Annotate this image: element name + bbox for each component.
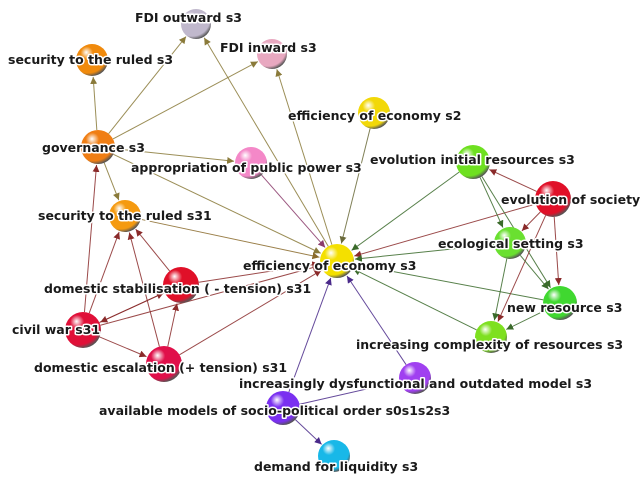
node-governance[interactable] (81, 130, 115, 164)
node-label-incr-complex: increasing complexity of resources s3 (356, 337, 623, 352)
edge-evo-init-to-eco-setting (479, 177, 504, 228)
edge-governance-to-sec-ruled-s31 (103, 162, 120, 201)
edge-evo-soc-to-eff-s3 (354, 203, 536, 258)
node-dom-stab[interactable] (163, 267, 199, 303)
node-label-sec-ruled-s3: security to the ruled s3 (8, 52, 173, 67)
edge-approp-to-eff-s3 (261, 174, 326, 248)
edge-dysfunc-to-eff-s3 (346, 275, 407, 365)
labels-layer: FDI outward s3 FDI inward s3 security to t… (7, 9, 640, 476)
node-label-evo-init: evolution initial resources s3 (370, 152, 575, 167)
node-label-eff-s2: efficiency of economy s2 (288, 108, 461, 123)
edge-eco-setting-to-eff-s3 (354, 244, 495, 262)
edges-layer (83, 36, 562, 445)
edge-avail-models-to-dysfunc (299, 379, 399, 405)
node-fdi-out[interactable] (181, 9, 211, 39)
node-label-fdi-out: FDI outward s3 (135, 10, 242, 25)
node-label-dom-esc: domestic escalation (+ tension) s31 (34, 360, 287, 375)
node-sec-ruled-s3[interactable] (76, 44, 108, 76)
edge-sec-ruled-s31-to-eff-s3 (140, 218, 320, 260)
node-label-approp: appropriation of public power s3 (131, 160, 362, 175)
node-eco-setting[interactable] (494, 227, 526, 259)
edge-governance-to-fdi-in (112, 61, 259, 140)
node-label-fdi-in: FDI inward s3 (220, 40, 317, 55)
node-avail-models[interactable] (266, 391, 300, 425)
node-label-dysfunc: increasingly dysfunctional and outdated … (239, 376, 592, 391)
edge-civil-war-to-governance (83, 164, 100, 313)
node-demand-liq[interactable] (318, 440, 350, 472)
edge-avail-models-to-eff-s3 (288, 277, 332, 393)
edge-dom-stab-to-civil-war (100, 292, 165, 323)
edge-governance-to-fdi-out (108, 36, 187, 135)
edge-dom-stab-to-sec-ruled-s31 (135, 228, 171, 272)
edge-evo-soc-to-new-res (553, 216, 562, 286)
edge-evo-soc-to-evo-init (489, 169, 537, 192)
node-evo-init[interactable] (456, 145, 490, 179)
node-sec-ruled-s31[interactable] (109, 200, 141, 232)
edge-avail-models-to-demand-liq (295, 419, 322, 445)
edge-governance-to-eff-s3 (113, 153, 321, 254)
edge-civil-war-to-sec-ruled-s31 (88, 231, 120, 314)
node-evo-soc[interactable] (535, 181, 571, 217)
edge-eco-setting-to-incr-complex (492, 258, 508, 321)
node-new-res[interactable] (543, 286, 577, 320)
node-dom-esc[interactable] (146, 346, 182, 382)
node-fdi-in[interactable] (257, 39, 287, 69)
node-label-demand-liq: demand for liquidity s3 (254, 459, 418, 474)
node-civil-war[interactable] (65, 312, 101, 348)
edge-new-res-to-incr-complex (506, 310, 545, 330)
edge-dom-stab-to-eff-s3 (198, 261, 320, 283)
node-dysfunc[interactable] (399, 362, 431, 394)
edge-dom-esc-to-eff-s3 (179, 269, 322, 356)
edge-incr-complex-to-eff-s3 (352, 268, 477, 331)
node-label-evo-soc: evolution of society s3 (501, 192, 640, 207)
node-label-governance: governance s3 (42, 140, 145, 155)
node-label-eff-s3: efficiency of economy s3 (243, 258, 416, 273)
node-label-dom-stab: domestic stabilisation ( - tension) s31 (44, 281, 311, 296)
node-label-eco-setting: ecological setting s3 (438, 236, 584, 251)
edge-evo-soc-to-incr-complex (497, 215, 547, 322)
edge-dom-esc-to-sec-ruled-s31 (127, 232, 160, 347)
node-approp[interactable] (235, 147, 267, 179)
edge-new-res-to-eff-s3 (354, 262, 544, 301)
node-incr-complex[interactable] (475, 321, 507, 353)
edge-civil-war-to-dom-esc (99, 336, 147, 358)
node-eff-s3[interactable] (320, 244, 354, 278)
edge-governance-to-sec-ruled-s3 (90, 76, 98, 131)
node-label-civil-war: civil war s31 (12, 322, 100, 337)
node-eff-s2[interactable] (358, 97, 390, 129)
edge-governance-to-approp (114, 148, 235, 164)
edge-civil-war-to-eff-s3 (100, 264, 320, 326)
node-label-sec-ruled-s31: security to the ruled s31 (38, 208, 212, 223)
edge-eff-s2-to-eff-s3 (339, 128, 371, 244)
node-label-avail-models: available models of socio-political orde… (99, 403, 450, 418)
edge-evo-soc-to-eco-setting (521, 211, 541, 232)
nodes-layer (65, 9, 577, 472)
edge-evo-init-to-eff-s3 (351, 171, 460, 251)
edge-eff-s3-to-fdi-in (275, 69, 333, 245)
edge-eff-s3-to-fdi-out (203, 37, 329, 247)
edge-eco-setting-to-new-res (519, 254, 549, 290)
edge-dom-esc-to-dom-stab (167, 303, 179, 347)
node-label-new-res: new resource s3 (507, 300, 622, 315)
